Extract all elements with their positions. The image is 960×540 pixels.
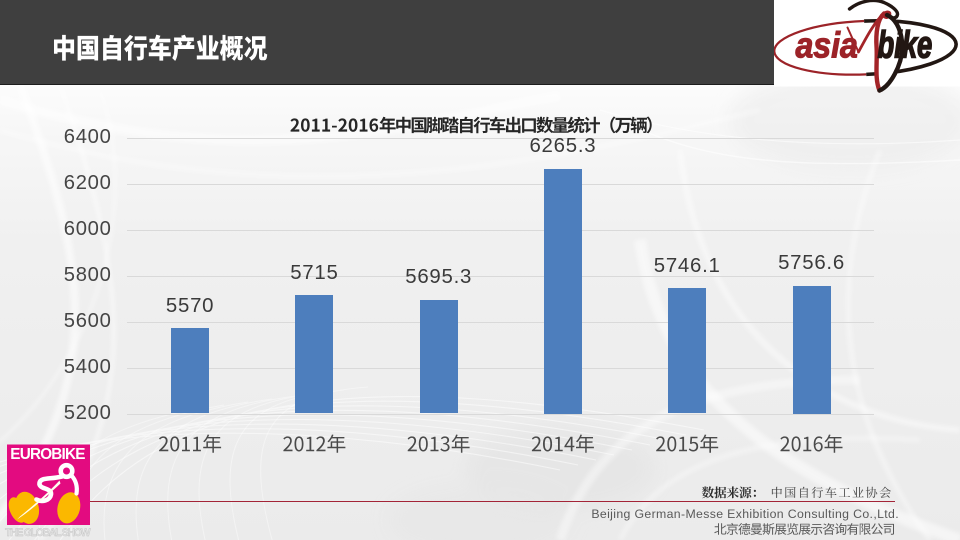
svg-text:THE GLOBAL SHOW: THE GLOBAL SHOW [5, 527, 91, 539]
svg-text:EUROBIKE: EUROBIKE [10, 446, 85, 463]
svg-text:bike: bike [878, 24, 933, 66]
svg-text:asia: asia [796, 26, 858, 66]
